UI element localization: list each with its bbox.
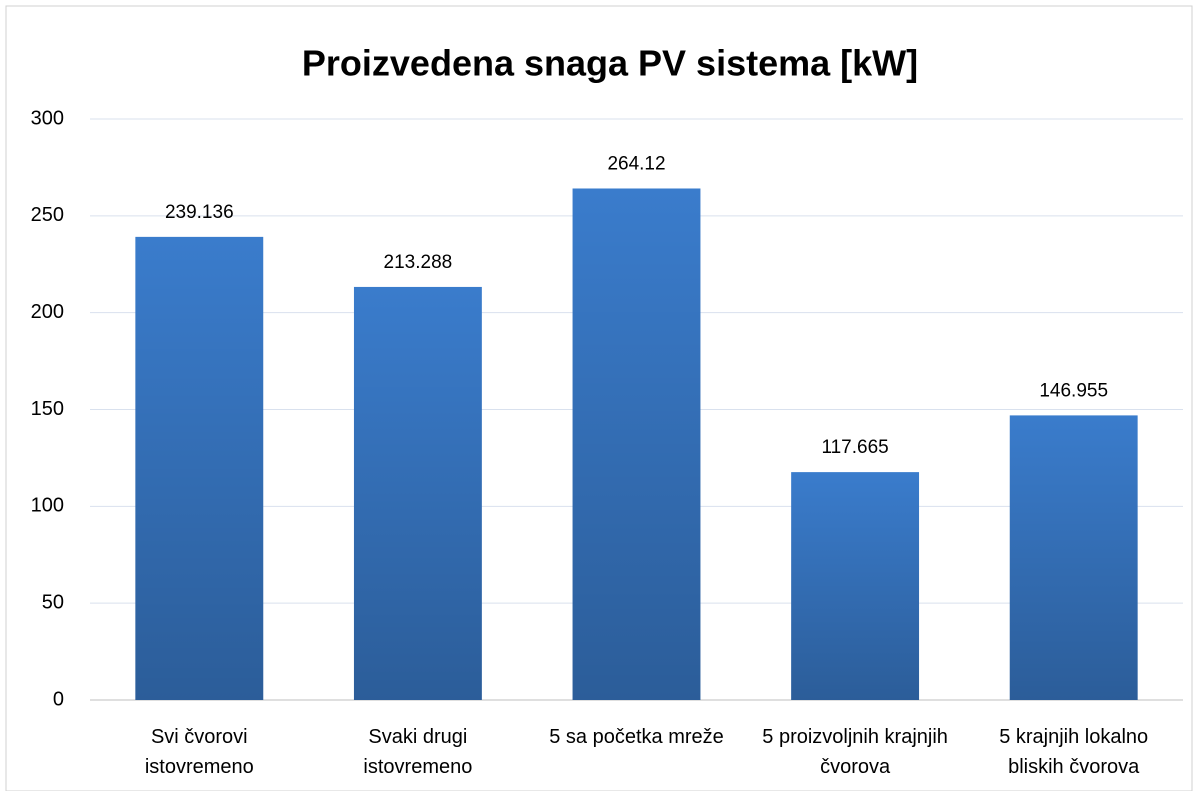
y-tick-label: 0 [53,688,64,710]
y-tick-label: 150 [31,398,64,420]
y-tick-label: 300 [31,107,64,129]
bar [572,188,701,700]
y-tick-label: 50 [42,591,64,613]
y-tick-label: 250 [31,204,64,226]
chart-title: Proizvedena snaga PV sistema [kW] [302,43,918,84]
chart-frame [5,5,1193,791]
data-label: 213.288 [384,252,453,273]
x-tick-label: 5 krajnjih lokalno bliskih čvorova [999,726,1149,778]
x-tick-label: 5 sa početka mreže [549,726,724,748]
data-label: 264.12 [607,154,665,175]
data-label: 146.955 [1039,380,1108,401]
bar [791,472,920,700]
data-label: 239.136 [165,202,234,223]
y-tick-label: 200 [31,301,64,323]
x-tick-label: 5 proizvoljnih krajnjih čvorova [762,726,948,778]
bar [1009,415,1138,700]
bar [353,286,482,700]
x-tick-label: Svaki drugi istovremeno [363,726,473,778]
bar [135,236,264,700]
data-label: 117.665 [821,437,888,458]
y-tick-label: 100 [31,495,64,517]
x-tick-label: Svi čvorovi istovremeno [144,726,254,778]
